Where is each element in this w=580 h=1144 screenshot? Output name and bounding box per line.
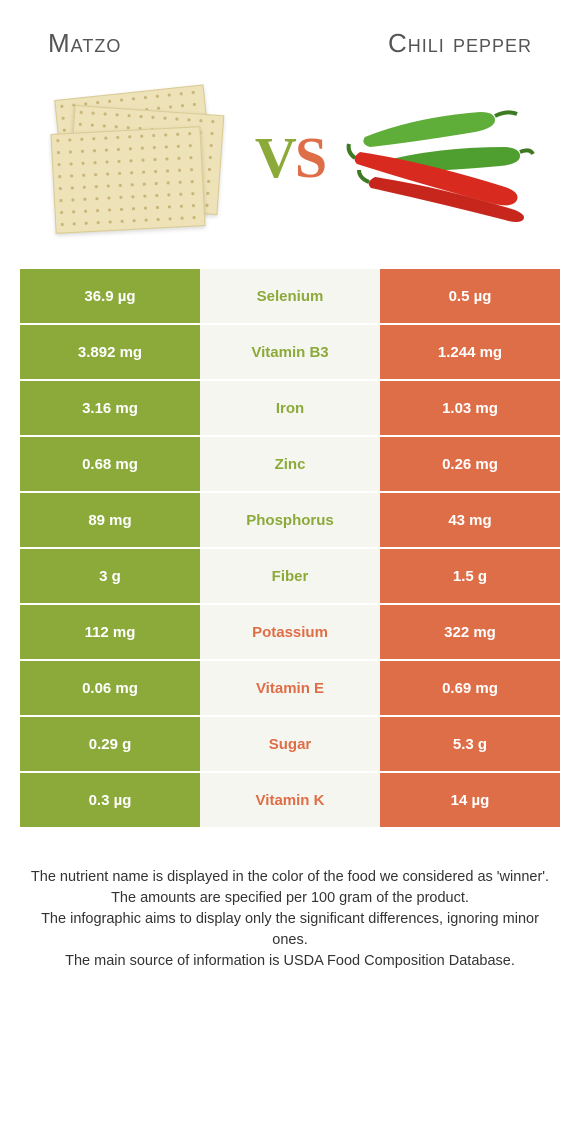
value-right: 1.5 g (380, 549, 560, 603)
table-row: 0.29 gSugar5.3 g (20, 717, 560, 773)
table-row: 89 mgPhosphorus43 mg (20, 493, 560, 549)
value-left: 3.16 mg (20, 381, 200, 435)
value-right: 5.3 g (380, 717, 560, 771)
value-right: 14 µg (380, 773, 560, 827)
nutrient-name: Vitamin E (200, 661, 380, 715)
value-left: 89 mg (20, 493, 200, 547)
header: Matzo Chili pepper (0, 0, 580, 79)
food-right-title: Chili pepper (388, 28, 532, 59)
table-row: 3 gFiber1.5 g (20, 549, 560, 605)
nutrient-name: Iron (200, 381, 380, 435)
nutrient-name: Zinc (200, 437, 380, 491)
value-right: 0.5 µg (380, 269, 560, 323)
value-right: 1.244 mg (380, 325, 560, 379)
vs-badge: VS (255, 124, 325, 191)
nutrient-name: Vitamin B3 (200, 325, 380, 379)
value-left: 36.9 µg (20, 269, 200, 323)
nutrient-name: Sugar (200, 717, 380, 771)
table-row: 3.16 mgIron1.03 mg (20, 381, 560, 437)
table-row: 0.06 mgVitamin E0.69 mg (20, 661, 560, 717)
table-row: 36.9 µgSelenium0.5 µg (20, 269, 560, 325)
nutrient-name: Vitamin K (200, 773, 380, 827)
table-row: 3.892 mgVitamin B31.244 mg (20, 325, 560, 381)
nutrient-name: Potassium (200, 605, 380, 659)
value-left: 0.29 g (20, 717, 200, 771)
value-left: 0.3 µg (20, 773, 200, 827)
footer-line: The amounts are specified per 100 gram o… (30, 888, 550, 909)
footer-line: The infographic aims to display only the… (30, 909, 550, 951)
table-row: 0.68 mgZinc0.26 mg (20, 437, 560, 493)
value-right: 0.69 mg (380, 661, 560, 715)
value-left: 0.06 mg (20, 661, 200, 715)
value-right: 322 mg (380, 605, 560, 659)
value-left: 112 mg (20, 605, 200, 659)
value-right: 0.26 mg (380, 437, 560, 491)
vs-v: V (255, 125, 295, 190)
footer-line: The nutrient name is displayed in the co… (30, 867, 550, 888)
nutrient-name: Fiber (200, 549, 380, 603)
footer-line: The main source of information is USDA F… (30, 951, 550, 972)
nutrient-name: Phosphorus (200, 493, 380, 547)
food-left-image (40, 82, 240, 232)
nutrient-table: 36.9 µgSelenium0.5 µg3.892 mgVitamin B31… (20, 269, 560, 829)
value-left: 3.892 mg (20, 325, 200, 379)
value-left: 0.68 mg (20, 437, 200, 491)
hero-row: VS (0, 79, 580, 259)
footer-notes: The nutrient name is displayed in the co… (0, 829, 580, 972)
value-left: 3 g (20, 549, 200, 603)
table-row: 0.3 µgVitamin K14 µg (20, 773, 560, 829)
value-right: 43 mg (380, 493, 560, 547)
food-left-title: Matzo (48, 28, 121, 59)
nutrient-name: Selenium (200, 269, 380, 323)
value-right: 1.03 mg (380, 381, 560, 435)
food-right-image (340, 82, 540, 232)
vs-s: S (295, 125, 325, 190)
table-row: 112 mgPotassium322 mg (20, 605, 560, 661)
